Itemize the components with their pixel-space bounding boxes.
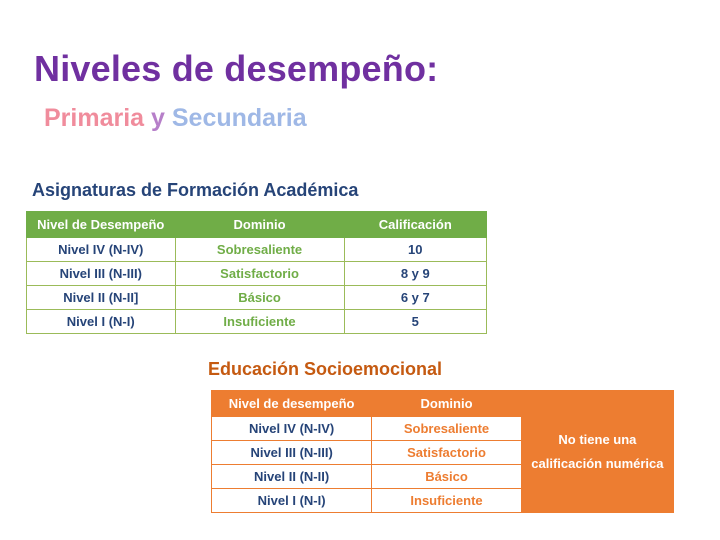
academic-calificacion-cell: 10 bbox=[344, 238, 486, 262]
academic-calificacion-cell: 8 y 9 bbox=[344, 262, 486, 286]
slide-subtitle: Primaria y Secundaria bbox=[44, 104, 307, 133]
academic-heading: Asignaturas de Formación Académica bbox=[32, 180, 358, 201]
socio-nivel-cell: Nivel III (N-III) bbox=[212, 441, 372, 465]
subtitle-secundaria: Secundaria bbox=[172, 104, 307, 132]
academic-header-calificacion: Calificación bbox=[344, 212, 486, 238]
academic-dominio-cell: Básico bbox=[175, 286, 344, 310]
academic-table-header: Nivel de Desempeño Dominio Calificación bbox=[27, 212, 487, 238]
academic-header-nivel: Nivel de Desempeño bbox=[27, 212, 176, 238]
socio-note: No tiene una calificación numérica bbox=[521, 391, 673, 513]
academic-header-dominio: Dominio bbox=[175, 212, 344, 238]
academic-nivel-cell: Nivel III (N-III) bbox=[27, 262, 176, 286]
academic-nivel-cell: Nivel IV (N-IV) bbox=[27, 238, 176, 262]
socio-header-dominio: Dominio bbox=[372, 391, 522, 417]
socio-dominio-cell: Insuficiente bbox=[372, 489, 522, 513]
socio-heading: Educación Socioemocional bbox=[208, 359, 442, 380]
socio-nivel-cell: Nivel I (N-I) bbox=[212, 489, 372, 513]
slide-title: Niveles de desempeño: bbox=[34, 48, 438, 90]
socio-dominio-cell: Satisfactorio bbox=[372, 441, 522, 465]
academic-calificacion-cell: 6 y 7 bbox=[344, 286, 486, 310]
academic-dominio-cell: Sobresaliente bbox=[175, 238, 344, 262]
socio-nivel-cell: Nivel II (N-II) bbox=[212, 465, 372, 489]
subtitle-y: y bbox=[151, 104, 165, 132]
socio-dominio-cell: Básico bbox=[372, 465, 522, 489]
academic-dominio-cell: Satisfactorio bbox=[175, 262, 344, 286]
academic-nivel-cell: Nivel II (N-II] bbox=[27, 286, 176, 310]
academic-nivel-cell: Nivel I (N-I) bbox=[27, 310, 176, 334]
subtitle-primaria: Primaria bbox=[44, 104, 144, 132]
socio-nivel-cell: Nivel IV (N-IV) bbox=[212, 417, 372, 441]
socio-table: Nivel de desempeño Dominio No tiene una … bbox=[211, 390, 674, 513]
socio-header-nivel: Nivel de desempeño bbox=[212, 391, 372, 417]
table-row: Nivel II (N-II] Básico 6 y 7 bbox=[27, 286, 487, 310]
socio-dominio-cell: Sobresaliente bbox=[372, 417, 522, 441]
academic-dominio-cell: Insuficiente bbox=[175, 310, 344, 334]
academic-table: Nivel de Desempeño Dominio Calificación … bbox=[26, 211, 487, 334]
academic-calificacion-cell: 5 bbox=[344, 310, 486, 334]
table-row: Nivel III (N-III) Satisfactorio 8 y 9 bbox=[27, 262, 487, 286]
socio-table-header: Nivel de desempeño Dominio No tiene una … bbox=[212, 391, 674, 417]
table-row: Nivel IV (N-IV) Sobresaliente 10 bbox=[27, 238, 487, 262]
table-row: Nivel I (N-I) Insuficiente 5 bbox=[27, 310, 487, 334]
